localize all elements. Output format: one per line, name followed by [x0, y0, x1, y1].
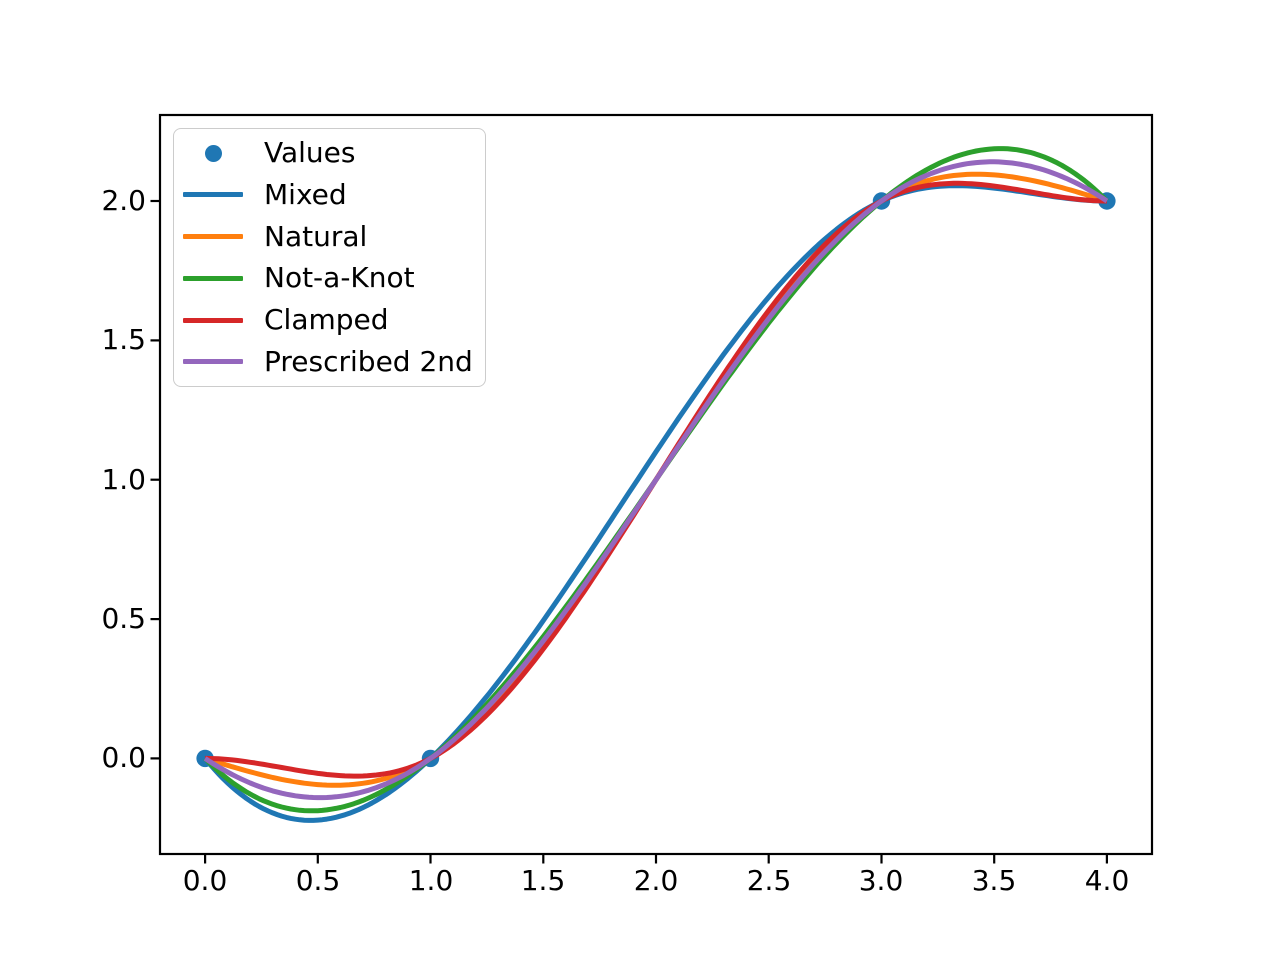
y-tick-label: 1.0: [101, 463, 146, 496]
legend-label: Prescribed 2nd: [264, 344, 473, 378]
y-tick-label: 0.5: [101, 602, 146, 635]
legend-item-natural: Natural: [183, 219, 473, 253]
x-tick-label: 3.5: [971, 864, 1017, 897]
legend-handle: [183, 275, 243, 281]
legend-handle: [183, 234, 243, 240]
mixed-line-icon: [183, 192, 243, 198]
legend-label: Clamped: [264, 303, 389, 337]
legend-label: Values: [264, 136, 356, 169]
legend: Values Mixed Natural Not-a-Knot Clamped …: [173, 128, 486, 387]
legend-item-values: Values: [183, 139, 473, 167]
values-marker-icon: [204, 144, 222, 162]
x-tick-label: 0.5: [295, 864, 341, 897]
natural-line-icon: [183, 234, 243, 240]
legend-item-not-a-knot: Not-a-Knot: [183, 264, 473, 292]
x-tick-label: 0.0: [182, 864, 228, 897]
x-tick-label: 2.5: [746, 864, 792, 897]
legend-handle: [183, 359, 243, 365]
legend-handle: [183, 192, 243, 198]
x-tick-label: 4.0: [1084, 864, 1130, 897]
clamped-line-icon: [183, 317, 243, 323]
legend-item-clamped: Clamped: [183, 306, 473, 334]
y-tick-label: 0.0: [101, 741, 146, 774]
legend-handle: [183, 144, 243, 162]
y-tick-label: 2.0: [101, 184, 146, 217]
prescribed-2nd-line-icon: [183, 359, 243, 365]
legend-item-prescribed-2nd: Prescribed 2nd: [183, 344, 473, 378]
legend-label: Mixed: [264, 177, 347, 211]
legend-label: Not-a-Knot: [264, 261, 415, 295]
x-tick-label: 1.0: [408, 864, 454, 897]
y-tick-label: 1.5: [101, 323, 146, 356]
legend-label: Natural: [264, 219, 368, 253]
legend-handle: [183, 317, 243, 323]
x-tick-label: 2.0: [633, 864, 679, 897]
legend-item-mixed: Mixed: [183, 177, 473, 211]
not-a-knot-line-icon: [183, 275, 243, 281]
curve-prescribed-2nd: [203, 159, 1109, 801]
x-tick-label: 3.0: [858, 864, 904, 897]
x-tick-label: 1.5: [520, 864, 566, 897]
